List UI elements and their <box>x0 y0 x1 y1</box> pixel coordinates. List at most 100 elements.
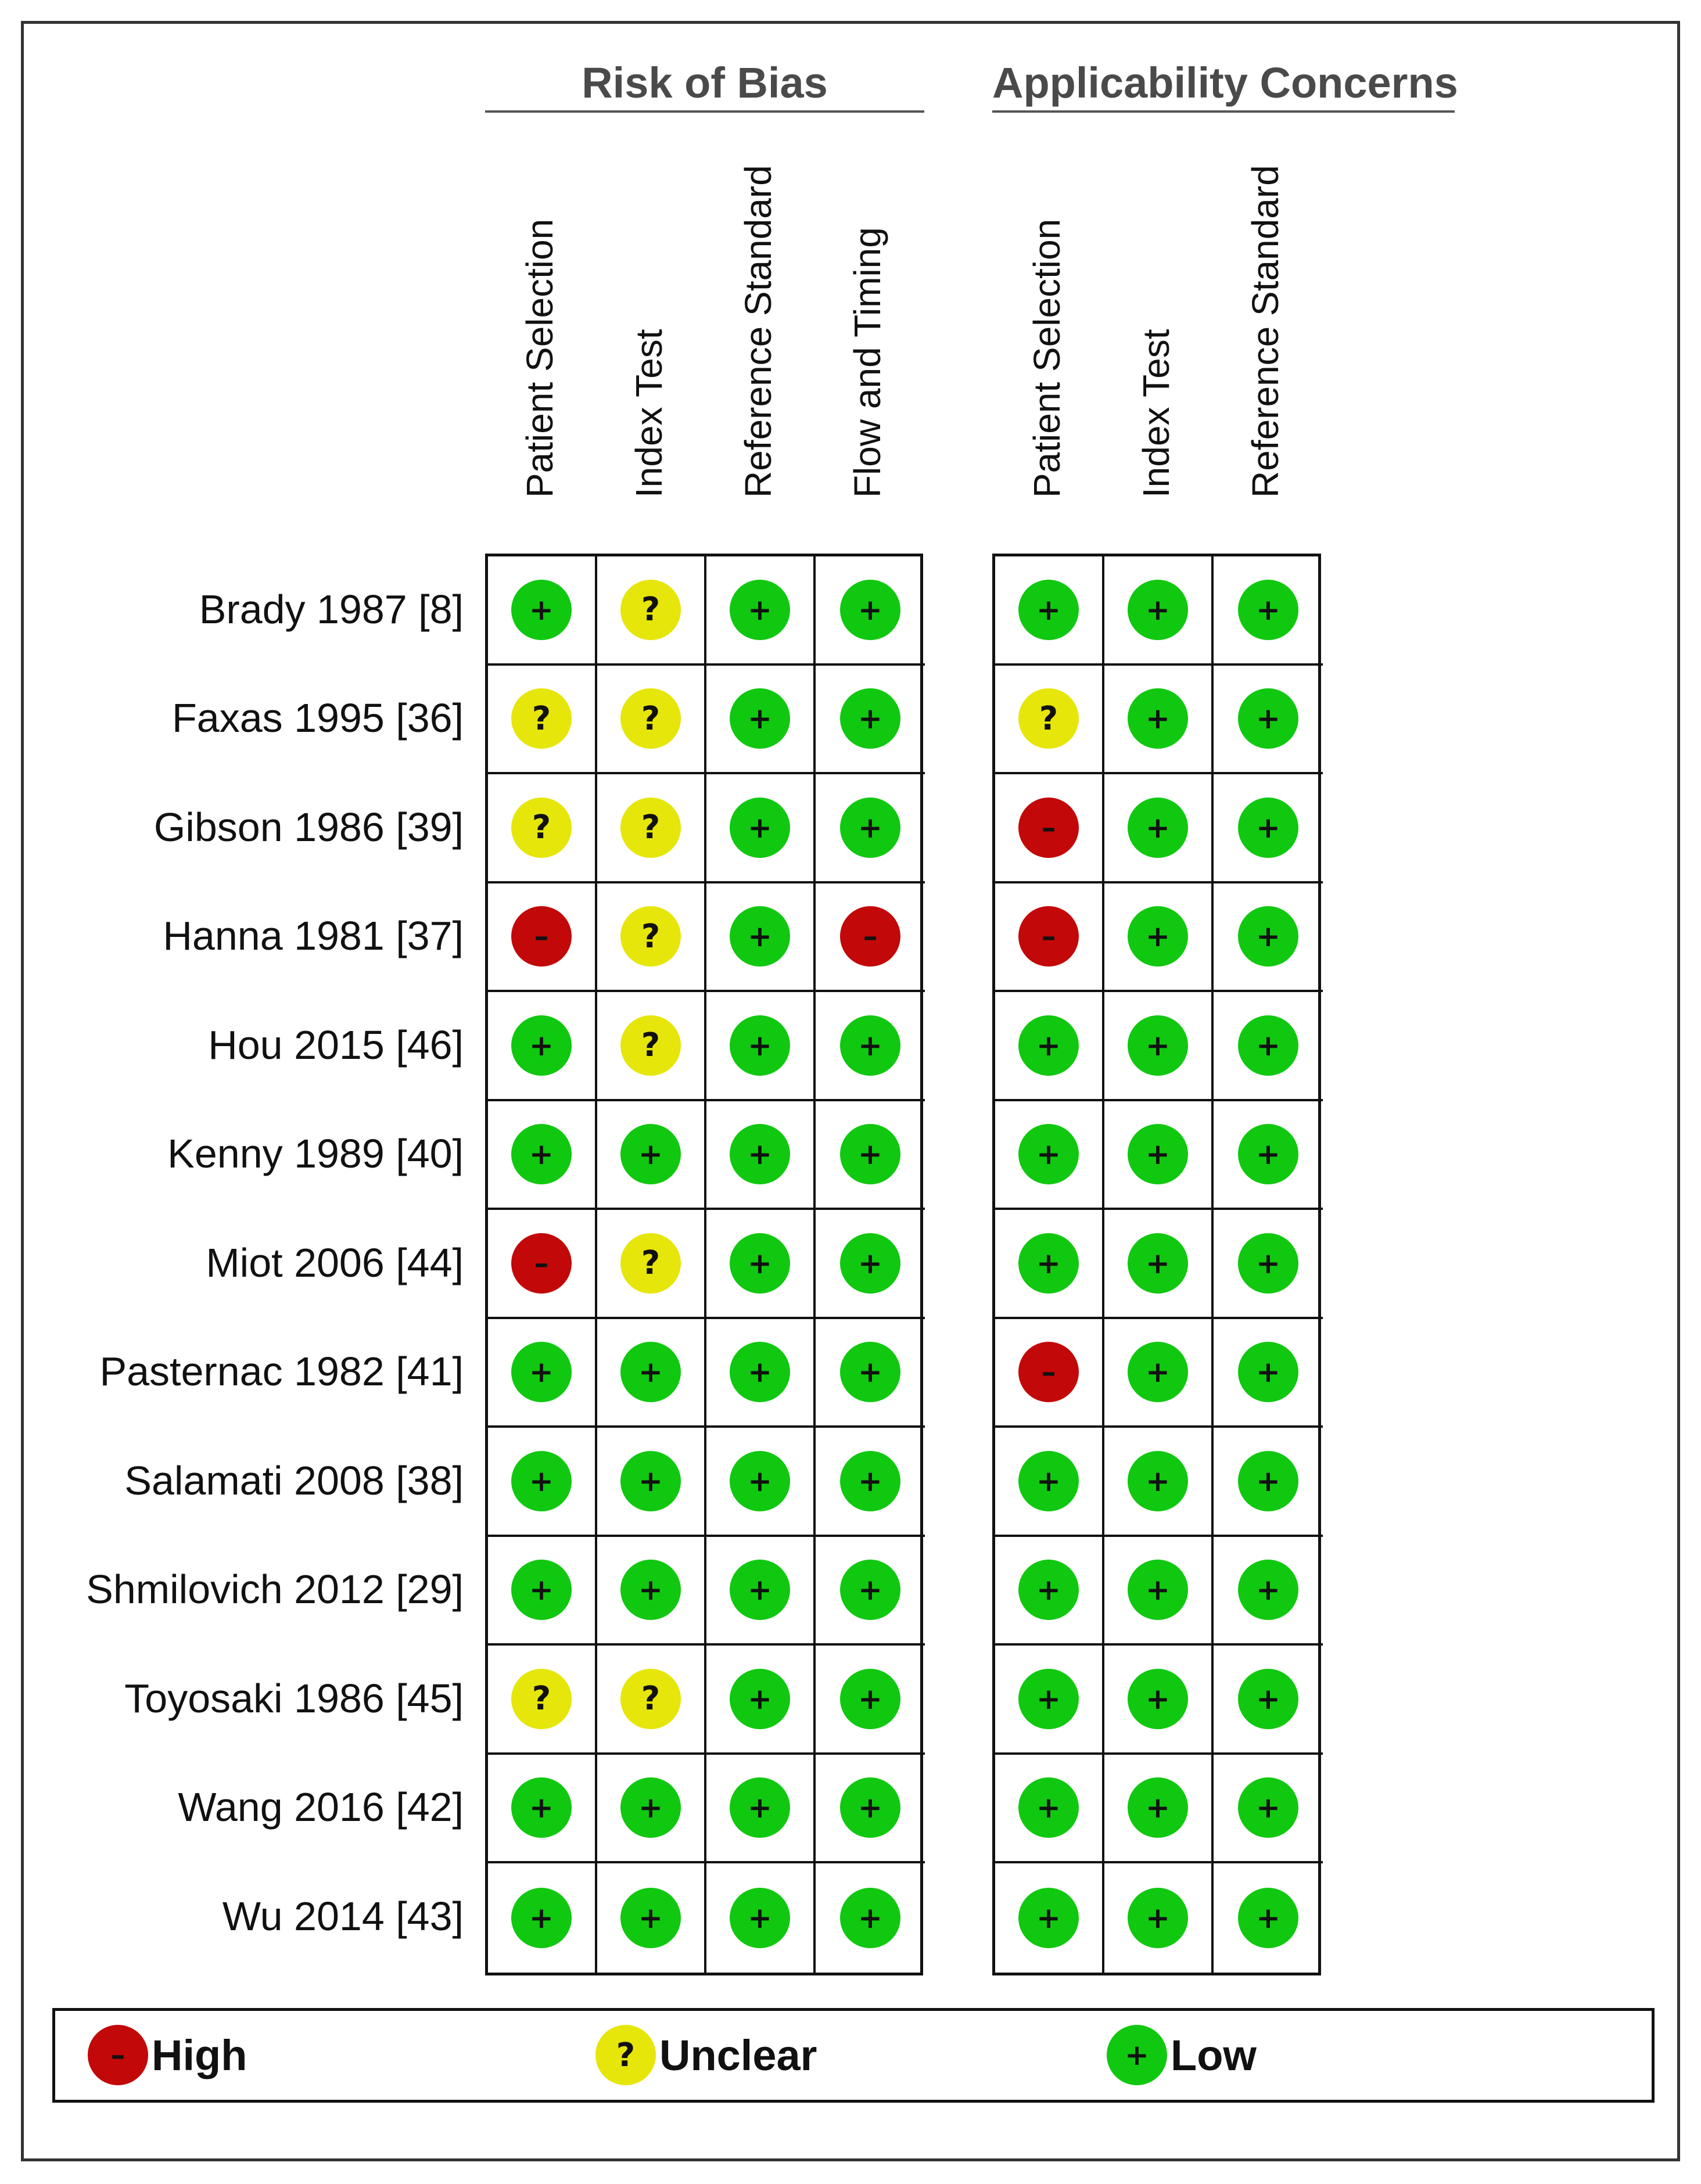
rob-cell: + <box>706 1863 816 1973</box>
low-risk-icon: + <box>1238 1450 1298 1511</box>
low-risk-icon: + <box>511 1887 572 1948</box>
app-cell: + <box>1214 1755 1323 1863</box>
rob-cell: + <box>706 1210 816 1319</box>
study-label: Faxas 1995 [36] <box>172 695 464 741</box>
unclear-risk-icon: ? <box>511 797 572 858</box>
low-risk-icon: + <box>1128 1450 1188 1511</box>
low-risk-icon: + <box>511 1560 572 1621</box>
low-risk-icon: + <box>1018 1668 1079 1729</box>
low-risk-icon: + <box>511 1777 572 1838</box>
low-risk-icon: + <box>1238 688 1298 749</box>
legend-unclear-label: Unclear <box>659 2031 817 2079</box>
low-risk-icon: + <box>840 797 900 858</box>
low-risk-icon: + <box>620 1887 681 1948</box>
app-col-header-1: Index Test <box>1101 131 1211 537</box>
low-risk-icon: + <box>1238 1233 1298 1294</box>
rob-col-header-label: Flow and Timing <box>846 227 888 498</box>
high-risk-icon: – <box>1018 797 1079 858</box>
app-cell: + <box>1214 1646 1323 1755</box>
low-risk-icon: + <box>840 688 900 749</box>
low-risk-icon: + <box>840 1450 900 1511</box>
low-risk-icon: + <box>1238 1124 1298 1185</box>
low-risk-icon: + <box>1128 688 1188 749</box>
low-risk-icon: + <box>511 579 572 640</box>
app-cell: – <box>995 774 1104 883</box>
low-risk-icon: + <box>620 1342 681 1403</box>
app-cell: + <box>1214 992 1323 1101</box>
app-cell: + <box>1214 1210 1323 1319</box>
study-label: Salamati 2008 [38] <box>124 1457 464 1503</box>
low-risk-icon: + <box>1128 1887 1188 1948</box>
rob-cell: + <box>706 1754 816 1863</box>
low-risk-icon: + <box>620 1560 681 1621</box>
low-risk-icon: + <box>1128 1342 1188 1403</box>
rob-cell: + <box>597 1101 706 1210</box>
low-risk-icon: + <box>730 906 790 967</box>
applicability-rule <box>992 110 1455 113</box>
unclear-risk-icon: ? <box>511 688 572 749</box>
study-label: Shmilovich 2012 [29] <box>86 1567 464 1612</box>
app-cell: + <box>1104 665 1214 774</box>
low-risk-icon: + <box>1238 1342 1298 1403</box>
unclear-risk-icon: ? <box>620 1015 681 1076</box>
low-risk-icon: + <box>1128 579 1188 640</box>
risk-of-bias-rule <box>485 110 924 113</box>
low-risk-icon: + <box>1018 1887 1079 1948</box>
low-risk-icon: + <box>730 688 790 749</box>
low-risk-icon: + <box>1018 579 1079 640</box>
low-risk-icon: + <box>730 1887 790 1948</box>
low-risk-icon: + <box>840 1668 900 1729</box>
low-risk-icon: + <box>1238 579 1298 640</box>
low-risk-icon: + <box>840 1124 900 1185</box>
rob-cell: + <box>488 556 597 666</box>
low-risk-icon: + <box>840 1015 900 1076</box>
rob-cell: + <box>488 1101 597 1210</box>
low-risk-icon: + <box>1107 2025 1167 2085</box>
rob-col-header-2: Reference Standard <box>704 131 813 537</box>
study-label: Hou 2015 [46] <box>208 1022 464 1068</box>
risk-of-bias-title: Risk of Bias <box>582 59 828 107</box>
rob-col-header-3: Flow and Timing <box>813 131 922 537</box>
unclear-risk-icon: ? <box>1018 688 1079 749</box>
low-risk-icon: + <box>840 1342 900 1403</box>
app-cell: + <box>1104 774 1214 883</box>
app-cell: + <box>1104 556 1214 666</box>
low-risk-icon: + <box>1018 1233 1079 1294</box>
rob-cell: + <box>816 1319 925 1428</box>
low-risk-icon: + <box>840 1560 900 1621</box>
app-cell: + <box>1214 883 1323 992</box>
rob-cell: + <box>597 1536 706 1646</box>
low-risk-icon: + <box>730 579 790 640</box>
app-cell: + <box>1104 992 1214 1101</box>
figure-frame <box>21 21 1680 2161</box>
applicability-grid: + + +? + + – + + – + + + + + + + + + + + – + + + + + + + + + + + + + + + + + <box>992 554 1323 1975</box>
low-risk-icon: + <box>1018 1450 1079 1511</box>
rob-cell: – <box>816 883 925 992</box>
rob-cell: + <box>816 774 925 883</box>
low-risk-icon: + <box>620 1124 681 1185</box>
app-cell: + <box>995 1101 1104 1210</box>
rob-cell: + <box>706 992 816 1101</box>
rob-cell: + <box>816 1101 925 1210</box>
legend-low: + Low <box>1107 2025 1257 2085</box>
low-risk-icon: + <box>730 1450 790 1511</box>
low-risk-icon: + <box>730 1342 790 1403</box>
rob-cell: + <box>706 1319 816 1428</box>
low-risk-icon: + <box>1018 1560 1079 1621</box>
rob-cell: ? <box>488 1646 597 1755</box>
rob-cell: – <box>488 1210 597 1319</box>
app-cell: + <box>1214 1537 1323 1646</box>
app-cell: + <box>1104 1863 1214 1973</box>
app-col-header-label: Patient Selection <box>1026 218 1068 498</box>
low-risk-icon: + <box>1128 1560 1188 1621</box>
rob-cell: ? <box>597 1646 706 1755</box>
app-cell: + <box>995 1754 1104 1863</box>
app-cell: + <box>1214 1863 1323 1973</box>
app-col-header-2: Reference Standard <box>1211 131 1320 537</box>
legend-high-label: High <box>152 2031 247 2079</box>
rob-cell: + <box>706 1646 816 1755</box>
low-risk-icon: + <box>1238 1015 1298 1076</box>
low-risk-icon: + <box>620 1777 681 1838</box>
rob-cell: ? <box>488 665 597 774</box>
rob-cell: + <box>597 1754 706 1863</box>
